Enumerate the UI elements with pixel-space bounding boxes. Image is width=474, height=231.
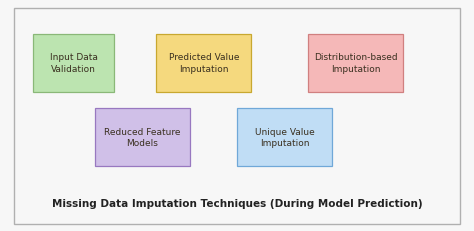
FancyBboxPatch shape (156, 35, 251, 92)
Text: Distribution-based
Imputation: Distribution-based Imputation (314, 53, 397, 74)
FancyBboxPatch shape (95, 109, 190, 166)
Text: Reduced Feature
Models: Reduced Feature Models (104, 127, 181, 148)
FancyBboxPatch shape (33, 35, 114, 92)
FancyBboxPatch shape (14, 9, 460, 224)
Text: Input Data
Validation: Input Data Validation (49, 53, 98, 74)
Text: Missing Data Imputation Techniques (During Model Prediction): Missing Data Imputation Techniques (Duri… (52, 198, 422, 208)
Text: Unique Value
Imputation: Unique Value Imputation (255, 127, 314, 148)
FancyBboxPatch shape (237, 109, 332, 166)
Text: Predicted Value
Imputation: Predicted Value Imputation (169, 53, 239, 74)
FancyBboxPatch shape (308, 35, 403, 92)
